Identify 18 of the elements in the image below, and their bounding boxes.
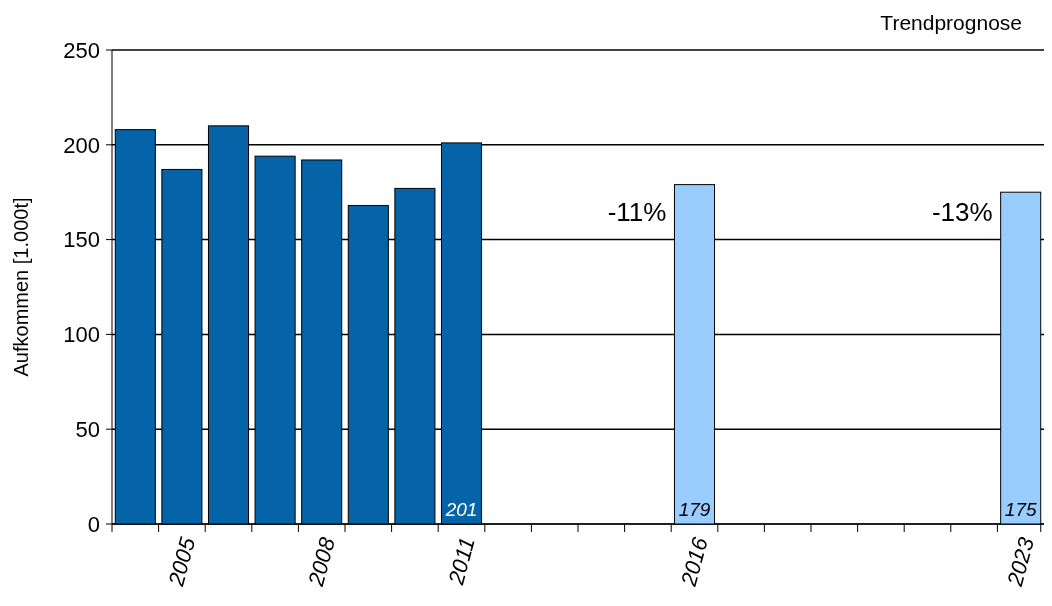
annotation: -11%: [607, 196, 667, 227]
data-label: 201: [444, 499, 478, 520]
y-tick-label: 200: [63, 132, 100, 158]
x-tick-label: 2008: [302, 534, 341, 590]
x-tick-label: 2005: [163, 534, 201, 590]
x-tick-label: 2016: [675, 534, 713, 590]
data-label: 179: [678, 499, 711, 520]
x-tick-label: 2011: [443, 534, 480, 588]
y-axis-title: Aufkommen [1.000t]: [10, 197, 32, 377]
y-tick-label: 100: [63, 322, 100, 348]
y-tick-label: 50: [75, 416, 100, 442]
y-tick-label: 150: [63, 227, 100, 253]
text: Trendprognose: [880, 11, 1022, 34]
y-tick-label: 250: [63, 37, 100, 63]
annotation: -13%: [931, 196, 993, 227]
data-label: 175: [1004, 499, 1037, 520]
x-tick-label: 2023: [1001, 534, 1040, 590]
y-tick-label: 0: [87, 511, 100, 537]
